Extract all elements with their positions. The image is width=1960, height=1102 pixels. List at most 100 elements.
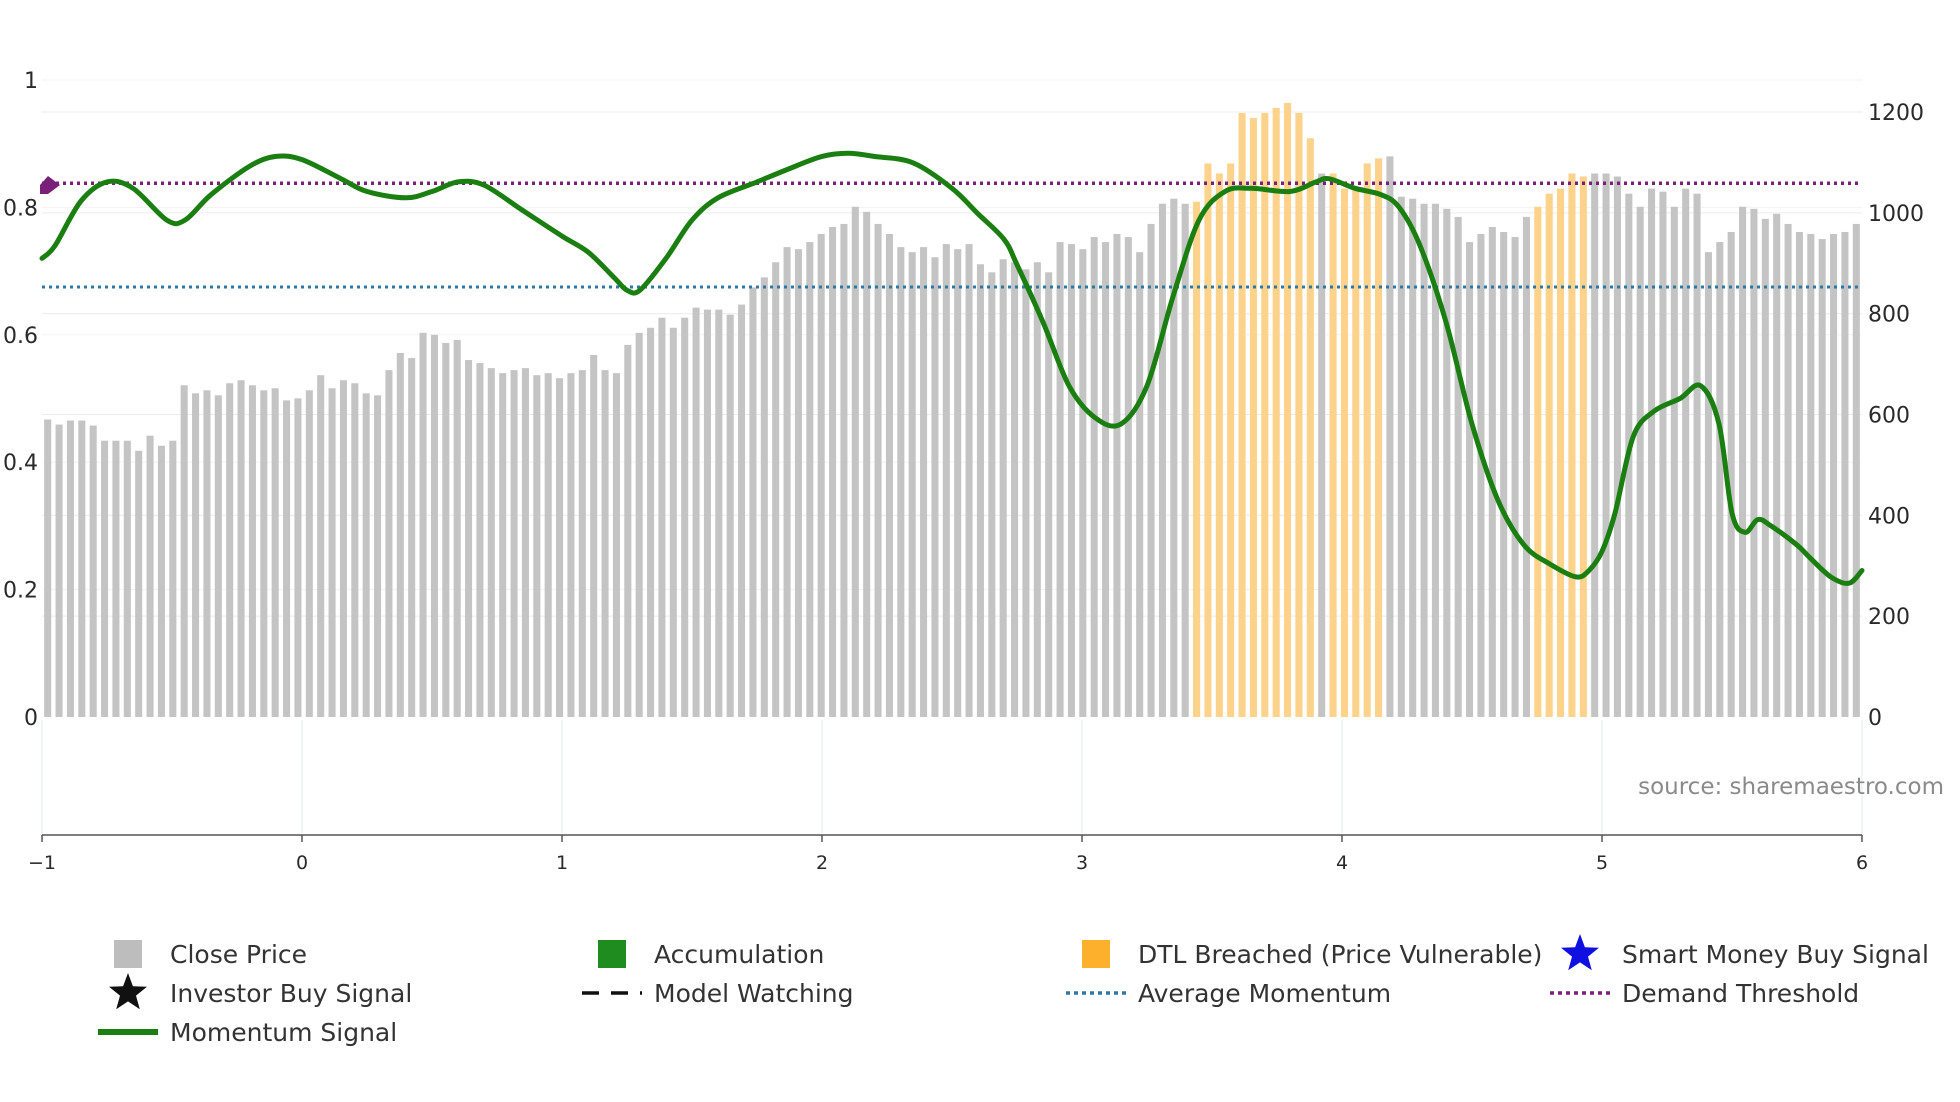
close-price-bar bbox=[590, 355, 598, 717]
close-price-bar bbox=[203, 390, 211, 717]
close-price-bar bbox=[556, 378, 564, 717]
close-price-bar bbox=[1045, 272, 1053, 717]
close-price-bar bbox=[1215, 173, 1223, 717]
close-price-bar bbox=[885, 234, 893, 717]
close-price-bar bbox=[897, 247, 905, 717]
right-tick-label: 200 bbox=[1868, 605, 1910, 630]
close-price-bar bbox=[453, 339, 461, 717]
close-price-bar bbox=[89, 425, 97, 717]
close-price-bar bbox=[1500, 231, 1508, 718]
close-price-bar bbox=[1795, 231, 1803, 718]
close-price-bar bbox=[419, 332, 427, 717]
close-price-bar bbox=[1056, 242, 1064, 717]
close-price-bar bbox=[1340, 188, 1348, 717]
legend-item: Smart Money Buy Signal bbox=[1561, 934, 1929, 971]
right-tick-label: 800 bbox=[1868, 303, 1910, 328]
close-price-bar bbox=[192, 393, 200, 717]
right-tick-label: 1200 bbox=[1868, 101, 1924, 126]
close-price-bar bbox=[612, 373, 620, 717]
right-tick-label: 400 bbox=[1868, 504, 1910, 529]
close-price-bar bbox=[135, 450, 143, 717]
momentum-signal-line bbox=[39, 150, 1865, 586]
legend-label: Accumulation bbox=[654, 940, 824, 969]
x-tick-label: 1 bbox=[556, 852, 568, 874]
left-tick-label: 0.2 bbox=[3, 579, 38, 604]
close-price-bar bbox=[726, 314, 734, 717]
star-icon bbox=[1561, 934, 1599, 971]
close-price-bar bbox=[1750, 208, 1758, 718]
close-price-bar bbox=[248, 385, 256, 717]
legend-label: Demand Threshold bbox=[1622, 979, 1859, 1008]
close-price-bar bbox=[112, 440, 120, 717]
close-price-bar bbox=[999, 259, 1007, 717]
legend-item: Momentum Signal bbox=[98, 1018, 397, 1047]
close-price-bar bbox=[1784, 223, 1792, 717]
close-price-bar bbox=[1420, 203, 1428, 717]
right-y-axis: 0 200 400 600 800 1000 1200 bbox=[1868, 101, 1924, 731]
close-price-bar bbox=[703, 309, 711, 717]
legend-label: Investor Buy Signal bbox=[170, 979, 412, 1008]
close-price-bar bbox=[44, 419, 52, 717]
close-price-bar bbox=[294, 398, 302, 717]
left-tick-label: 0 bbox=[24, 706, 38, 731]
close-price-bar bbox=[1363, 163, 1371, 718]
close-price-bar bbox=[1704, 252, 1712, 717]
close-price-bar bbox=[1033, 262, 1041, 717]
close-price-bar bbox=[578, 370, 586, 717]
close-price-bar bbox=[328, 388, 336, 717]
close-price-bar bbox=[1557, 188, 1565, 717]
close-price-bar bbox=[237, 380, 245, 717]
close-price-bar bbox=[1807, 234, 1815, 717]
legend-item: Accumulation bbox=[598, 940, 824, 969]
close-price-bar bbox=[533, 375, 541, 717]
close-price-bar bbox=[1522, 216, 1530, 717]
close-price-bar bbox=[738, 304, 746, 717]
close-price-bar bbox=[317, 375, 325, 717]
threshold-lines bbox=[42, 181, 1862, 289]
close-price-bar bbox=[954, 249, 962, 717]
close-price-bar bbox=[1613, 176, 1621, 717]
close-price-bar bbox=[863, 211, 871, 717]
close-price-bar bbox=[1227, 163, 1235, 718]
close-price-bar bbox=[1773, 213, 1781, 717]
close-price-bar bbox=[430, 334, 438, 717]
legend-item: DTL Breached (Price Vulnerable) bbox=[1082, 940, 1542, 969]
close-price-bar bbox=[806, 242, 814, 717]
close-price-bar bbox=[1113, 234, 1121, 717]
close-price-bar bbox=[988, 272, 996, 717]
close-price-bar bbox=[920, 247, 928, 717]
close-price-bar bbox=[226, 383, 234, 717]
close-price-bar bbox=[1158, 203, 1166, 717]
close-price-bar bbox=[1386, 156, 1394, 717]
close-price-bar bbox=[829, 226, 837, 717]
close-price-bar bbox=[374, 395, 382, 717]
close-price-bar bbox=[658, 317, 666, 717]
close-price-bar bbox=[1443, 208, 1451, 718]
close-price-bar bbox=[521, 368, 529, 717]
legend-item: Close Price bbox=[114, 940, 307, 969]
close-price-bar bbox=[1067, 244, 1075, 717]
close-price-bar bbox=[931, 257, 939, 717]
x-tick-label: −1 bbox=[28, 852, 56, 874]
close-price-bar bbox=[601, 370, 609, 717]
close-price-bar bbox=[692, 307, 700, 717]
close-price-bar bbox=[817, 234, 825, 717]
close-price-bar bbox=[1249, 118, 1257, 718]
close-price-bar bbox=[1545, 193, 1553, 718]
close-price-bar bbox=[1682, 188, 1690, 717]
legend-item: Average Momentum bbox=[1066, 979, 1391, 1008]
close-price-bar bbox=[271, 388, 279, 717]
legend-label: DTL Breached (Price Vulnerable) bbox=[1138, 940, 1542, 969]
close-price-bar bbox=[1261, 113, 1269, 717]
source-label: source: sharemaestro.com bbox=[1638, 774, 1944, 800]
close-price-bar bbox=[783, 247, 791, 717]
close-price-bar bbox=[1181, 203, 1189, 717]
close-price-bar bbox=[214, 395, 222, 717]
legend-item: Model Watching bbox=[582, 979, 854, 1008]
close-price-bar bbox=[908, 252, 916, 717]
legend-label: Smart Money Buy Signal bbox=[1622, 940, 1929, 969]
close-price-bar bbox=[487, 368, 495, 717]
close-price-bar bbox=[169, 440, 177, 717]
legend-label: Momentum Signal bbox=[170, 1018, 397, 1047]
close-price-bar bbox=[1636, 206, 1644, 717]
